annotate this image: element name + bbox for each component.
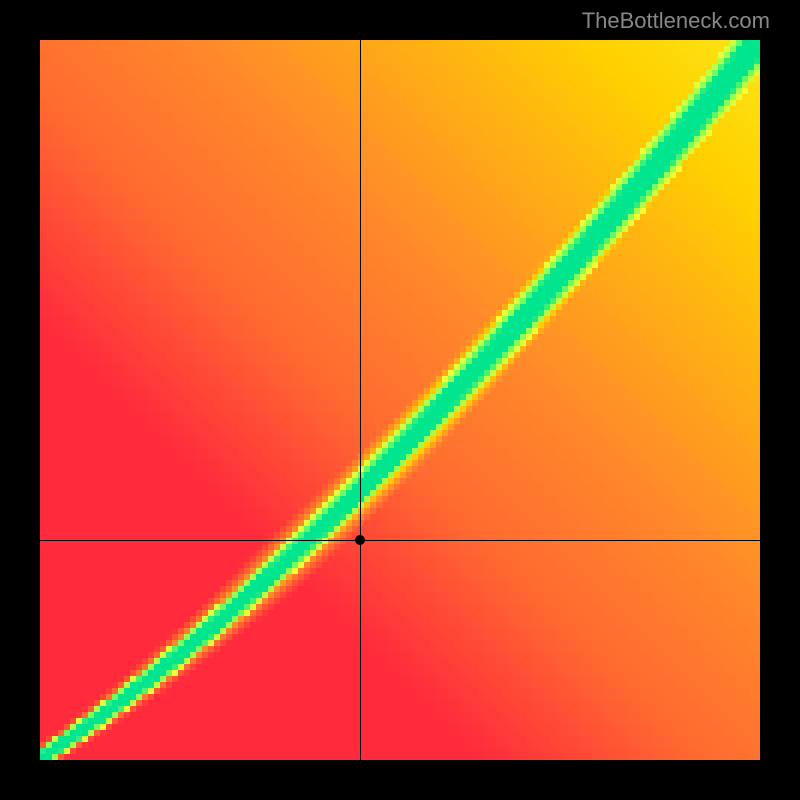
crosshair-horizontal — [40, 540, 760, 541]
watermark-text: TheBottleneck.com — [582, 8, 770, 34]
heatmap-canvas — [40, 40, 760, 760]
marker-dot — [355, 535, 365, 545]
chart-area — [40, 40, 760, 760]
crosshair-vertical — [360, 40, 361, 760]
